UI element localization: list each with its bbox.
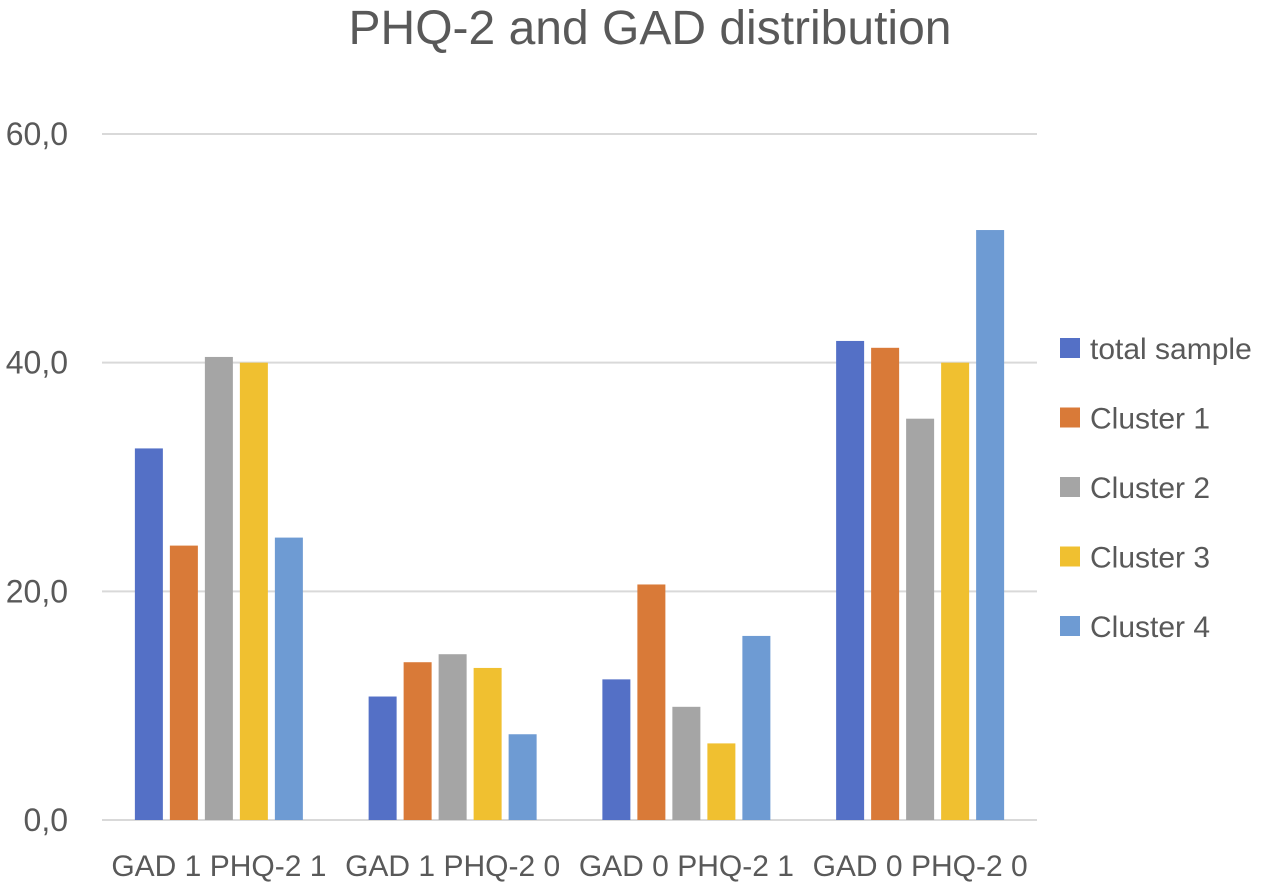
bar xyxy=(438,654,467,820)
bar xyxy=(473,667,502,820)
bar xyxy=(508,734,537,820)
bar xyxy=(169,545,198,820)
bar xyxy=(403,662,432,820)
legend-swatch xyxy=(1060,338,1080,358)
bar xyxy=(134,448,163,820)
legend-swatch xyxy=(1060,407,1080,428)
bar xyxy=(602,679,631,820)
bar xyxy=(239,362,268,820)
bar xyxy=(707,743,736,820)
legend-swatch xyxy=(1060,477,1080,497)
x-tick-label: GAD 1 PHQ-2 0 xyxy=(345,850,560,883)
legend-label: Cluster 1 xyxy=(1090,403,1210,436)
y-axis-ticks: 0,0 20,0 40,0 60,0 xyxy=(6,116,68,838)
y-tick-label: 60,0 xyxy=(6,116,68,152)
legend-swatch xyxy=(1060,546,1080,567)
y-tick-label: 0,0 xyxy=(24,802,68,838)
bar xyxy=(274,537,303,820)
x-axis-labels: GAD 1 PHQ-2 1 GAD 1 PHQ-2 0 GAD 0 PHQ-2 1 G… xyxy=(111,850,1027,883)
bars xyxy=(134,230,1005,821)
bar xyxy=(906,418,935,820)
x-tick-label: GAD 0 PHQ-2 1 xyxy=(579,850,794,883)
bar xyxy=(637,584,666,820)
x-tick-label: GAD 1 PHQ-2 1 xyxy=(111,850,326,883)
y-tick-label: 40,0 xyxy=(6,345,68,381)
bar xyxy=(871,347,900,820)
bar xyxy=(204,356,233,820)
chart-title: PHQ-2 and GAD distribution xyxy=(349,2,952,55)
legend-label: Cluster 4 xyxy=(1090,611,1210,644)
legend-swatch xyxy=(1060,616,1080,636)
legend-label: Cluster 3 xyxy=(1090,542,1210,575)
bar xyxy=(672,706,701,820)
x-tick-label: GAD 0 PHQ-2 0 xyxy=(813,850,1028,883)
bar xyxy=(976,230,1005,821)
bar xyxy=(941,362,970,820)
legend-label: total sample xyxy=(1090,333,1252,366)
bar xyxy=(368,696,397,820)
legend: total sample Cluster 1 Cluster 2 Cluster 3 C… xyxy=(1060,333,1252,644)
bar xyxy=(742,635,771,820)
y-tick-label: 20,0 xyxy=(6,573,68,609)
legend-label: Cluster 2 xyxy=(1090,472,1210,505)
bar xyxy=(836,340,865,820)
